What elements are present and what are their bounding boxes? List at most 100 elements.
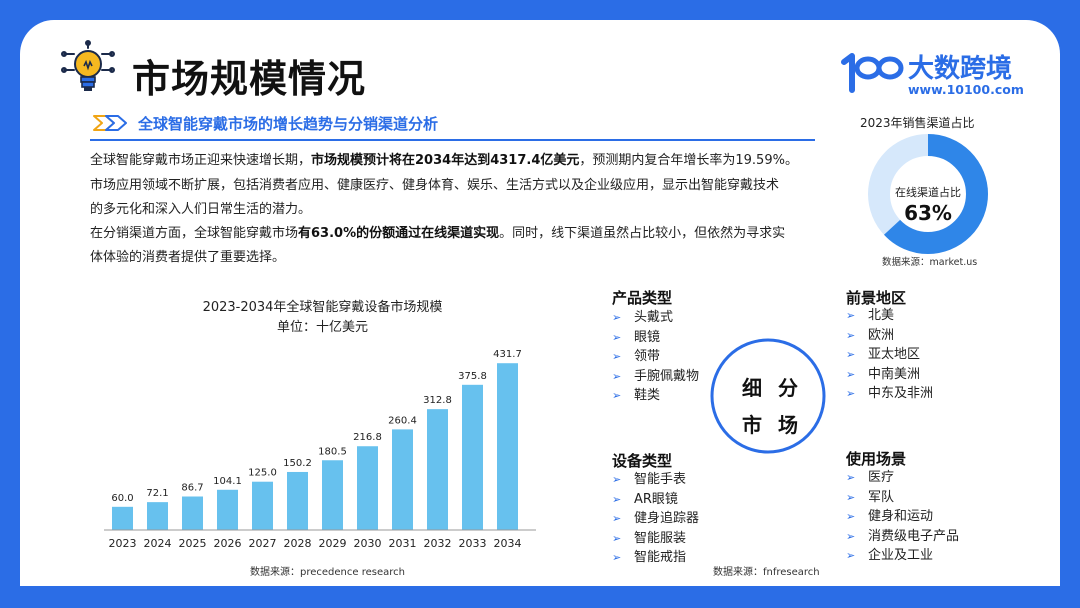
paragraph-3: 的多元化和深入人们日常生活的潜力。 (90, 202, 312, 217)
arrow-bullet-icon: ➢ (846, 510, 856, 523)
list-item: ➢ 智能服装 (612, 529, 699, 549)
list-item-label: 健身追踪器 (634, 511, 700, 526)
arrow-bullet-icon: ➢ (612, 389, 622, 402)
list-item-label: 北美 (868, 308, 895, 323)
paragraph-highlight: 有63.0%的份额通过在线渠道实现 (298, 226, 500, 241)
list-item-label: 中南美洲 (868, 366, 921, 382)
bar-value-label: 260.4 (388, 415, 417, 426)
arrow-bullet-icon: ➢ (612, 531, 622, 545)
usage-scenario-title: 使用场景 (846, 450, 907, 468)
list-item: ➢ 欧洲 (846, 326, 933, 346)
region-title: 前景地区 (846, 289, 907, 307)
bar-value-label: 180.5 (318, 446, 347, 457)
usage-scenario-list: ➢ 医疗 ➢ 军队 ➢ 健身和运动 ➢ 消费级电子产品 ➢ 企业及工业 (846, 468, 959, 566)
bar-value-label: 216.8 (353, 432, 382, 443)
paragraph-5: 体体验的消费者提供了重要选择。 (90, 250, 286, 265)
arrow-bullet-icon: ➢ (846, 529, 856, 543)
arrow-bullet-icon: ➢ (612, 512, 622, 525)
donut-title: 2023年销售渠道占比 (860, 116, 975, 130)
list-item: ➢ 领带 (612, 347, 699, 367)
arrow-bullet-icon: ➢ (846, 471, 856, 484)
product-type-list: ➢ 头戴式 ➢ 眼镜 ➢ 领带 ➢ 手腕佩戴物 ➢ 鞋类 (612, 308, 699, 406)
double-arrow-icon (93, 115, 127, 131)
arrow-bullet-icon: ➢ (846, 309, 856, 322)
brand-name: 大数跨境 (908, 54, 1013, 84)
donut-source: 数据来源：market.us (882, 257, 978, 268)
arrow-bullet-icon: ➢ (612, 311, 622, 324)
arrow-bullet-icon: ➢ (846, 549, 856, 562)
bar-2024 (147, 502, 168, 530)
list-item-label: 手腕佩戴物 (634, 368, 700, 384)
bar-2034 (497, 363, 518, 530)
arrow-bullet-icon: ➢ (846, 387, 856, 400)
list-item-label: 智能戒指 (634, 550, 687, 565)
list-item: ➢ 健身追踪器 (612, 509, 699, 529)
list-item-label: 医疗 (868, 470, 895, 485)
arrow-bullet-icon: ➢ (612, 350, 622, 363)
bar-value-label: 60.0 (111, 493, 133, 504)
list-item: ➢ 头戴式 (612, 308, 699, 328)
donut-center-label: 在线渠道占比 (895, 185, 961, 199)
list-item: ➢ 手腕佩戴物 (612, 367, 699, 387)
list-item-label: 欧洲 (868, 327, 895, 343)
brand-url[interactable]: www.10100.com (908, 82, 1024, 97)
list-item: ➢ 智能戒指 (612, 548, 699, 568)
list-item-label: 健身和运动 (868, 509, 934, 524)
list-item: ➢ 健身和运动 (846, 507, 959, 527)
paragraph-text: ，预测期内复合年增长率为19.59%。 (579, 153, 798, 168)
bar-value-label: 150.2 (283, 458, 312, 469)
paragraph-4: 在分销渠道方面，全球智能穿戴市场有63.0%的份额通过在线渠道实现。同时，线下渠… (90, 223, 820, 245)
list-item-label: 企业及工业 (868, 548, 934, 563)
list-item-label: AR眼镜 (634, 491, 678, 507)
segment-circle-line2: 市场 (742, 413, 814, 437)
bar-2023 (112, 506, 133, 530)
page-title: 市场规模情况 (132, 57, 367, 101)
x-tick-label: 2031 (389, 537, 417, 550)
arrow-bullet-icon: ➢ (846, 490, 856, 504)
bar-2030 (357, 446, 378, 530)
list-item-label: 头戴式 (634, 310, 674, 325)
list-item: ➢ 智能手表 (612, 470, 699, 490)
list-item-label: 领带 (634, 349, 661, 364)
region-list: ➢ 北美 ➢ 欧洲 ➢ 亚太地区 ➢ 中南美洲 ➢ 中东及非洲 (846, 306, 933, 404)
segment-circle-line1: 细分 (742, 376, 814, 400)
list-item: ➢ 中南美洲 (846, 365, 933, 385)
bar-2033 (462, 384, 483, 530)
x-tick-label: 2027 (249, 537, 277, 550)
x-tick-label: 2032 (424, 537, 452, 550)
device-type-list: ➢ 智能手表 ➢ AR眼镜 ➢ 健身追踪器 ➢ 智能服装 ➢ 智能戒指 (612, 470, 699, 568)
paragraph-text: 。同时，线下渠道虽然占比较小，但依然为寻求实 (499, 226, 786, 241)
bar-value-label: 86.7 (181, 483, 203, 494)
subtitle-divider (90, 139, 815, 141)
list-item-label: 消费级电子产品 (868, 528, 960, 544)
paragraph-1: 全球智能穿戴市场正迎来快速增长期，市场规模预计将在2034年达到4317.4亿美… (90, 150, 820, 172)
paragraph-highlight: 市场规模预计将在2034年达到4317.4亿美元 (311, 153, 580, 168)
list-item-label: 军队 (868, 489, 895, 505)
product-type-title: 产品类型 (612, 289, 673, 307)
x-tick-label: 2026 (214, 537, 242, 550)
list-item-label: 中东及非洲 (868, 386, 934, 401)
x-tick-label: 2029 (319, 537, 347, 550)
device-type-title: 设备类型 (612, 452, 673, 470)
arrow-bullet-icon: ➢ (846, 328, 856, 342)
list-item: ➢ 军队 (846, 488, 959, 508)
arrow-bullet-icon: ➢ (612, 330, 622, 344)
chart-unit: 单位：十亿美元 (276, 320, 368, 335)
bar-value-label: 375.8 (458, 371, 487, 382)
bar-value-label: 431.7 (493, 349, 522, 360)
arrow-bullet-icon: ➢ (612, 473, 622, 486)
bar-2027 (252, 481, 273, 530)
arrow-bullet-icon: ➢ (846, 367, 856, 381)
list-item: ➢ 医疗 (846, 468, 959, 488)
bar-value-label: 104.1 (213, 476, 242, 487)
content-card: 市场规模情况 大数跨境 www.10100.com 全球智能穿戴市场的增长趋势与… (20, 20, 1060, 586)
lightbulb-icon (61, 40, 115, 91)
x-tick-label: 2030 (354, 537, 382, 550)
bar-value-label: 312.8 (423, 395, 452, 406)
list-item-label: 智能手表 (634, 472, 687, 487)
segment-source: 数据来源：fnfresearch (713, 567, 820, 578)
list-item-label: 智能服装 (634, 530, 687, 546)
list-item: ➢ 鞋类 (612, 386, 699, 406)
list-item-label: 鞋类 (634, 388, 661, 403)
arrow-bullet-icon: ➢ (846, 348, 856, 361)
